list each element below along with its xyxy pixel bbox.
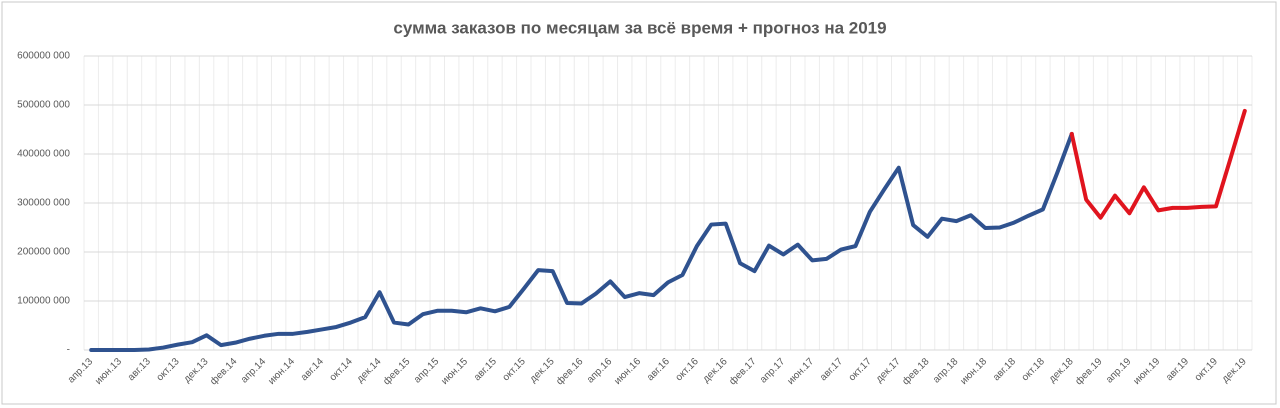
series-line xyxy=(1069,108,1247,220)
y-tick-label: 400000 000 xyxy=(17,149,70,160)
y-tick-label: 500000 000 xyxy=(17,100,70,111)
series-line xyxy=(89,131,1074,352)
y-tick-label: 600000 000 xyxy=(17,51,70,62)
y-tick-label: - xyxy=(67,345,70,356)
y-tick-label: 200000 000 xyxy=(17,247,70,258)
y-tick-label: 100000 000 xyxy=(17,296,70,307)
chart-title: сумма заказов по месяцам за всё время + … xyxy=(393,18,886,37)
y-tick-label: 300000 000 xyxy=(17,198,70,209)
